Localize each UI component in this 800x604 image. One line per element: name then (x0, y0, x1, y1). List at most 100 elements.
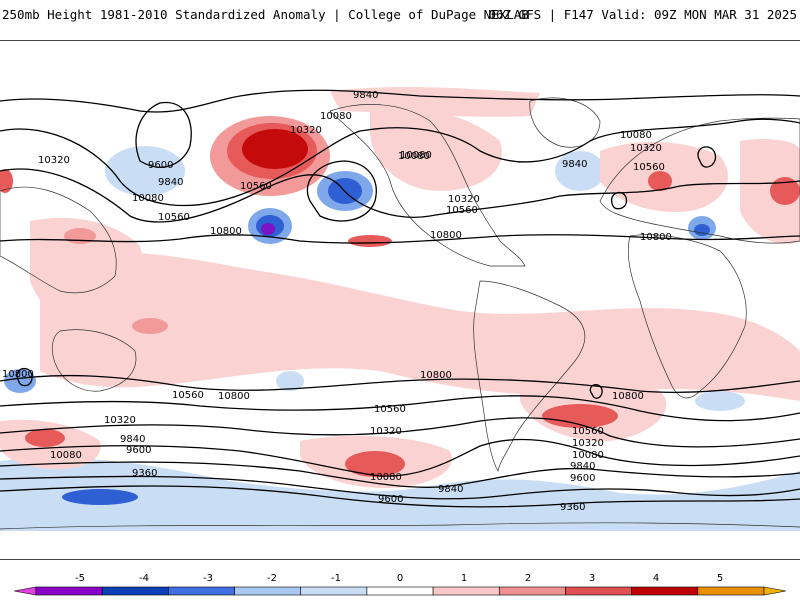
colorbar-tick-labels: -5 -4 -3 -2 -1 0 1 2 3 4 5 (75, 573, 723, 584)
colorbar-swatch (13, 586, 37, 596)
colorbar-tick-label: -2 (267, 573, 277, 584)
colorbar-tick-label: 4 (653, 573, 659, 584)
contour-label: 10560 (446, 205, 478, 216)
colorbar-tick-label: 3 (589, 573, 595, 584)
contour-label: 10560 (572, 426, 604, 437)
pink-north-america (370, 107, 502, 191)
colorbar-swatch (498, 586, 566, 596)
height-contours (0, 89, 800, 508)
contour-10080-south (0, 438, 800, 477)
south-america-coast (473, 280, 586, 472)
contour-label: 10080 (132, 193, 164, 204)
coastlines (0, 97, 800, 530)
contour-label: 9840 (353, 90, 378, 101)
colorbar-swatch (234, 586, 302, 596)
contour-label: 10080 (398, 151, 430, 162)
contour-label: 10080 (572, 450, 604, 461)
red-asia-core (64, 228, 96, 244)
colorbar-swatches (13, 586, 787, 596)
contour-label: 9840 (562, 159, 587, 170)
colorbar-swatch (366, 586, 434, 596)
eurasia-coast (599, 117, 800, 244)
colorbar-tick-label: -1 (331, 573, 341, 584)
blue-pacific-ne (105, 146, 185, 196)
red-east-core (770, 177, 800, 205)
contour-label: 10560 (633, 162, 665, 173)
contour-label: 10080 (370, 472, 402, 483)
contour-label: 10320 (104, 415, 136, 426)
contour-label: 9840 (570, 461, 595, 472)
africa-coast (627, 234, 747, 399)
pink-tropics-band (40, 252, 800, 401)
contour-9840-north (0, 89, 800, 113)
red-europe-core (648, 171, 672, 191)
contour-10800-south (0, 374, 800, 393)
red-west-south-core (25, 429, 65, 447)
contour-label: 9600 (570, 473, 595, 484)
purple-low-core (261, 223, 275, 235)
colorbar-tick-label: 1 (461, 573, 467, 584)
anomaly-map: 9840 10080 10320 10080 10320 9600 9840 1… (0, 87, 800, 531)
colorbar-swatch (35, 586, 103, 596)
contour-closed-west-south (16, 367, 33, 387)
colorbar-tick-label: 0 (397, 573, 403, 584)
blue-med-low-core (694, 224, 710, 236)
contour-closed-small-atl (610, 191, 628, 210)
contour-10800-north (0, 234, 800, 244)
colorbar-swatch (565, 586, 632, 596)
contour-10320-north (0, 118, 800, 207)
negative-anomaly-shading (0, 146, 800, 531)
contour-label: 9840 (438, 484, 463, 495)
contour-9600-south (0, 475, 800, 500)
contour-9840-south (0, 461, 800, 488)
contour-label: 9600 (148, 160, 173, 171)
colorbar-swatch (101, 586, 169, 596)
contour-label: 10800 (612, 391, 644, 402)
positive-anomaly-shading (0, 87, 800, 489)
contour-label: 10800 (640, 232, 672, 243)
contour-label: 10320 (448, 194, 480, 205)
header-bar: 250mb Height 1981-2010 Standardized Anom… (0, 0, 800, 30)
colorbar-tick-label: -4 (139, 573, 149, 584)
asia-west-coast (0, 186, 117, 294)
anomaly-colorbar: -5 -4 -3 -2 -1 0 1 2 3 4 5 (0, 565, 800, 600)
contour-label: 10560 (374, 404, 406, 415)
contour-label: 10320 (38, 155, 70, 166)
colorbar-swatch (697, 586, 765, 596)
contour-10560-north (0, 168, 800, 223)
contour-label: 9840 (120, 434, 145, 445)
contour-10080-loop-pacific (306, 160, 377, 222)
colorbar-tick-label: -5 (75, 573, 85, 584)
contour-label: 9600 (126, 445, 151, 456)
contour-label: 10560 (172, 390, 204, 401)
pink-arctic (330, 87, 540, 117)
greenland-coast (529, 97, 601, 148)
contour-label: 10800 (218, 391, 250, 402)
contour-10320-south (0, 417, 800, 448)
contour-closed-small-eu (697, 146, 717, 168)
colorbar-tick-label: -3 (203, 573, 213, 584)
red-maritime-patch (132, 318, 168, 334)
antarctica-coast (0, 522, 800, 530)
contour-label: 10320 (630, 143, 662, 154)
colorbar-swatch (300, 586, 368, 596)
colorbar-swatch (168, 586, 235, 596)
contour-label: 10080 (50, 450, 82, 461)
blue-indian-patch (276, 371, 304, 391)
blue-africa-patch (695, 391, 745, 411)
colorbar-tick-label: 2 (525, 573, 531, 584)
contour-label: 10080 (620, 130, 652, 141)
map-panel: 9840 10080 10320 10080 10320 9600 9840 1… (0, 40, 800, 560)
blue-core-south-atlantic (62, 489, 138, 505)
north-america-coast (329, 104, 526, 267)
contour-label: 10800 (2, 369, 34, 380)
pink-asia-region (30, 217, 143, 322)
blue-west-patch (4, 369, 36, 393)
contour-label: 10080 (400, 150, 432, 161)
pink-asia-east (740, 139, 800, 245)
contour-label-layer: 9840 10080 10320 10080 10320 9600 9840 1… (2, 90, 672, 513)
contour-label: 10560 (158, 212, 190, 223)
australia-coast (51, 329, 137, 392)
contour-label: 10560 (240, 181, 272, 192)
colorbar-tick-label: 5 (717, 573, 723, 584)
